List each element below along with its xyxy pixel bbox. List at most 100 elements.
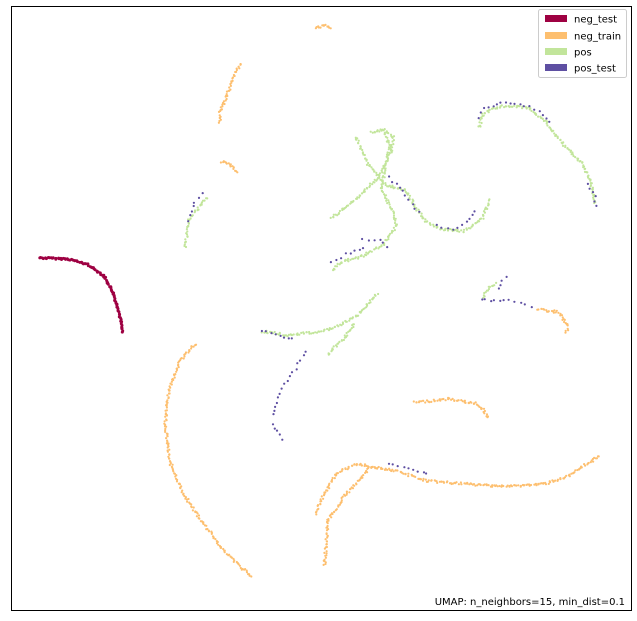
- cluster-pos-8: [482, 281, 498, 299]
- point-pos: [408, 194, 412, 197]
- point-pos: [363, 307, 366, 310]
- point-pos: [365, 251, 368, 254]
- point-pos: [484, 206, 487, 209]
- point-pos-test: [335, 258, 338, 262]
- point-pos: [541, 117, 545, 120]
- point-neg-train: [363, 463, 367, 466]
- point-pos: [362, 191, 365, 194]
- point-neg-train: [194, 344, 197, 347]
- point-pos: [385, 140, 388, 143]
- point-pos-test: [260, 329, 263, 333]
- point-neg-train: [537, 483, 540, 486]
- point-neg-train: [235, 68, 238, 72]
- point-pos-test: [290, 371, 294, 374]
- point-neg-train: [370, 465, 374, 469]
- point-neg-train: [316, 504, 320, 507]
- point-neg-train: [325, 540, 329, 543]
- point-neg-train: [559, 314, 562, 317]
- point-neg-train: [326, 534, 329, 538]
- point-neg-train: [163, 422, 166, 425]
- point-neg-train: [483, 483, 486, 486]
- point-neg-train: [235, 170, 238, 173]
- point-pos-test: [528, 105, 531, 108]
- point-neg-train: [487, 484, 490, 487]
- point-pos: [537, 115, 540, 118]
- point-neg-train: [479, 483, 482, 487]
- point-pos: [592, 196, 595, 199]
- point-neg-train: [217, 543, 220, 546]
- point-neg-train: [315, 510, 318, 513]
- point-neg-train: [168, 389, 171, 392]
- point-neg-train: [323, 551, 326, 555]
- point-pos: [368, 182, 372, 185]
- point-pos: [359, 254, 362, 258]
- point-neg-train: [424, 401, 427, 404]
- point-neg-train: [453, 399, 456, 402]
- point-pos: [504, 105, 507, 108]
- point-pos: [386, 154, 389, 157]
- point-pos: [387, 201, 391, 204]
- point-neg-train: [224, 95, 227, 98]
- point-pos: [488, 108, 491, 111]
- point-pos: [368, 164, 371, 168]
- point-neg-train: [168, 457, 171, 460]
- point-neg-train: [355, 482, 358, 485]
- point-pos-test: [507, 298, 510, 301]
- point-pos: [352, 323, 355, 326]
- point-pos: [377, 247, 380, 250]
- point-neg-train: [506, 484, 509, 487]
- point-pos-test: [281, 438, 284, 441]
- point-neg-train: [554, 479, 557, 482]
- point-pos: [387, 199, 390, 202]
- point-neg-train: [330, 516, 333, 519]
- point-neg-train: [327, 528, 330, 531]
- point-neg-train: [580, 466, 583, 469]
- point-pos: [426, 220, 429, 223]
- point-pos: [469, 227, 472, 230]
- point-pos-test: [197, 196, 201, 199]
- point-pos: [392, 214, 396, 217]
- point-neg-train: [472, 402, 475, 405]
- point-neg-train: [344, 467, 347, 471]
- point-neg-train: [192, 506, 195, 509]
- point-pos: [454, 228, 457, 231]
- point-pos: [511, 105, 514, 108]
- point-neg-train: [320, 495, 323, 498]
- point-neg-train: [188, 501, 191, 504]
- point-neg-train: [537, 308, 540, 311]
- point-pos: [389, 186, 393, 189]
- point-pos: [365, 163, 369, 166]
- point-pos: [379, 187, 382, 190]
- point-pos: [384, 135, 387, 138]
- point-pos: [362, 255, 365, 258]
- point-pos: [381, 128, 384, 131]
- point-neg-train: [330, 480, 333, 483]
- point-pos: [415, 207, 418, 210]
- point-neg-train: [564, 329, 567, 332]
- point-neg-train: [345, 490, 348, 493]
- point-neg-train: [165, 414, 169, 417]
- point-neg-test: [54, 256, 58, 260]
- point-pos-test: [379, 238, 382, 241]
- point-pos-test: [273, 427, 276, 430]
- point-pos-test: [468, 217, 471, 220]
- point-pos: [393, 186, 396, 189]
- point-pos: [364, 253, 367, 256]
- point-neg-train: [343, 493, 346, 496]
- point-pos-test: [282, 336, 286, 339]
- point-pos: [381, 167, 384, 170]
- cluster-pos-test-12: [481, 298, 533, 309]
- point-pos: [368, 185, 371, 189]
- point-pos: [393, 221, 397, 225]
- point-pos: [305, 331, 308, 334]
- point-pos-test: [588, 187, 591, 190]
- point-neg-train: [556, 478, 560, 481]
- point-neg-train: [229, 84, 232, 87]
- point-neg-train: [466, 482, 469, 485]
- point-pos: [525, 107, 528, 110]
- point-neg-train: [436, 399, 439, 402]
- point-neg-train: [557, 311, 560, 314]
- point-neg-train: [510, 485, 514, 488]
- point-neg-train: [164, 430, 167, 433]
- cluster-pos-test-11: [387, 462, 428, 475]
